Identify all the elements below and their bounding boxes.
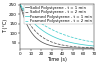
Y-axis label: T (°C): T (°C) [4,19,8,33]
X-axis label: Time (s): Time (s) [47,57,67,62]
Legend: Solid Polystyrene - t = 1 min, Solid Polystyrene - t = 2 min, Foamed Polystyrene: Solid Polystyrene - t = 1 min, Solid Pol… [24,5,93,24]
